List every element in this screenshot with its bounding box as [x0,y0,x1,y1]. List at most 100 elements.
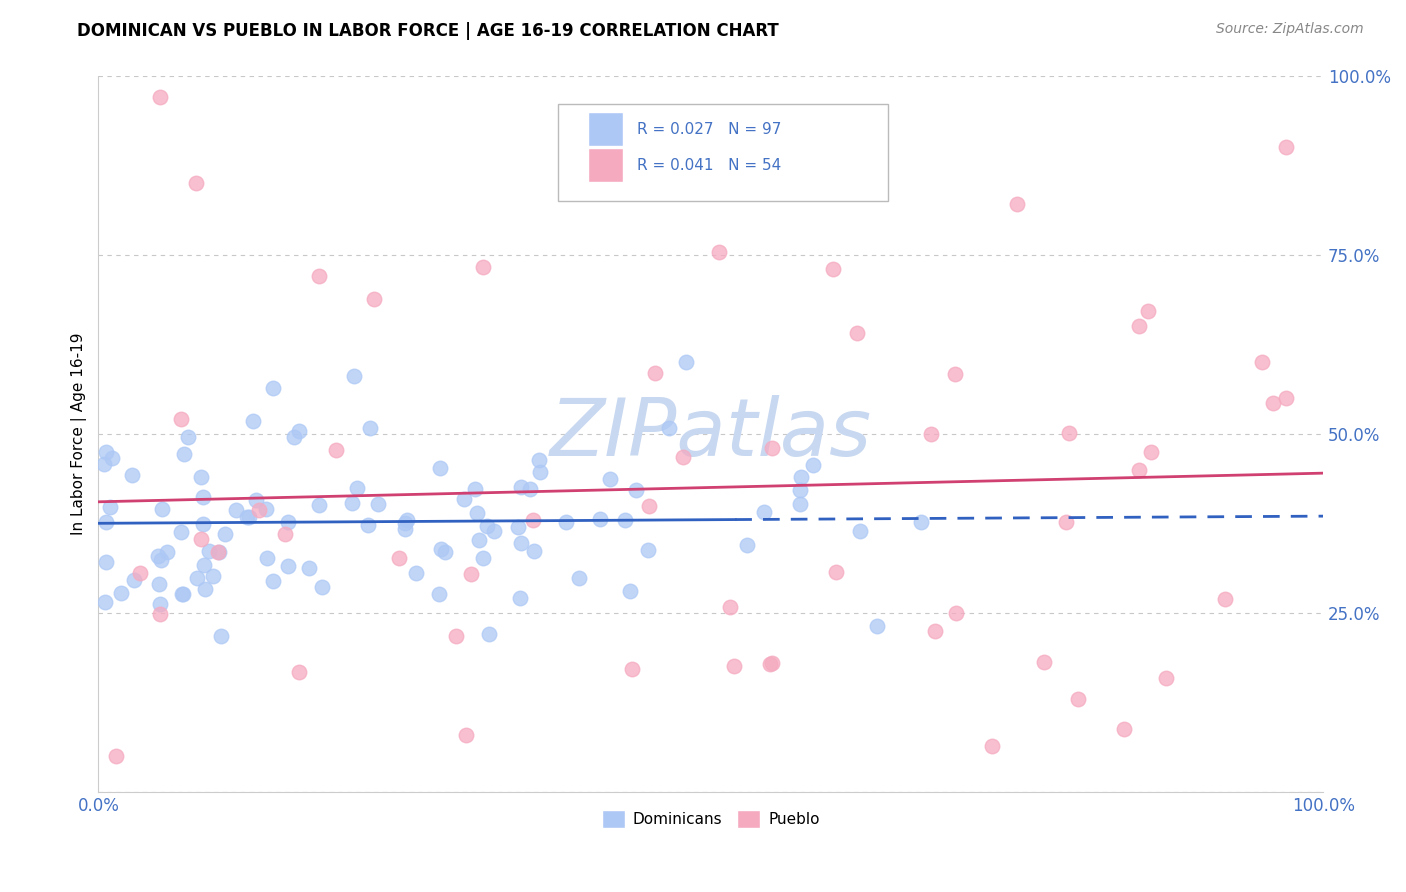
Point [478,626,501,640]
Point [1128,462,1150,476]
Point [405,566,427,580]
Point [427,587,450,601]
Point [173,447,195,461]
Point [170,524,193,539]
Point [262,381,284,395]
Bar [588,148,623,182]
Point [453,492,475,507]
Point [363,293,385,307]
Point [761,656,783,670]
Point [343,369,366,384]
Point [527,452,550,467]
Point [191,490,214,504]
Point [277,559,299,574]
Point [945,606,967,620]
Point [148,549,170,564]
Point [1275,140,1298,154]
Point [273,527,295,541]
Point [924,624,946,638]
FancyBboxPatch shape [558,104,889,201]
Point [1251,355,1274,369]
Point [589,511,612,525]
Point [308,498,330,512]
Point [920,426,942,441]
Point [1054,515,1077,529]
Point [242,414,264,428]
Point [1005,197,1028,211]
Point [620,662,643,676]
Point [298,561,321,575]
Point [1114,723,1136,737]
Point [340,496,363,510]
Point [506,520,529,534]
Point [249,502,271,516]
Point [472,260,495,274]
Point [110,586,132,600]
Point [208,545,231,559]
Point [198,544,221,558]
Point [150,501,173,516]
Point [789,470,811,484]
Point [1213,591,1236,606]
Point [943,367,966,381]
Point [723,658,745,673]
Point [454,728,477,742]
Text: Source: ZipAtlas.com: Source: ZipAtlas.com [1216,22,1364,37]
Point [429,460,451,475]
Point [1275,391,1298,405]
Point [823,262,845,277]
Point [754,505,776,519]
Point [568,570,591,584]
Point [170,587,193,601]
Point [444,629,467,643]
Point [96,555,118,569]
Point [207,545,229,559]
Point [599,472,621,486]
Point [980,739,1002,753]
Point [238,510,260,524]
Point [555,515,578,529]
Text: R = 0.041   N = 54: R = 0.041 N = 54 [637,158,782,172]
Point [176,430,198,444]
Point [256,550,278,565]
Point [465,506,488,520]
Point [1136,304,1159,318]
Point [236,510,259,524]
Point [288,665,311,680]
Point [311,581,333,595]
Point [287,424,309,438]
Point [94,595,117,609]
Point [522,513,544,527]
Point [149,90,172,104]
Point [658,421,681,435]
Point [93,457,115,471]
Bar [588,112,623,146]
Point [191,516,214,531]
Point [519,482,541,496]
Point [613,513,636,527]
Point [761,441,783,455]
Point [94,445,117,459]
Point [283,430,305,444]
Point [194,582,217,596]
Point [149,553,172,567]
Point [357,517,380,532]
Point [510,535,533,549]
Point [1261,396,1284,410]
Point [262,574,284,588]
Point [1067,691,1090,706]
Point [1154,671,1177,685]
Point [644,366,666,380]
Point [121,468,143,483]
Point [94,515,117,529]
Point [529,465,551,479]
Point [484,524,506,538]
Point [848,524,870,538]
Point [214,527,236,541]
Point [100,500,122,514]
Point [170,412,193,426]
Text: ZIPatlas: ZIPatlas [550,395,872,473]
Point [464,482,486,496]
Point [824,565,846,579]
Point [225,503,247,517]
